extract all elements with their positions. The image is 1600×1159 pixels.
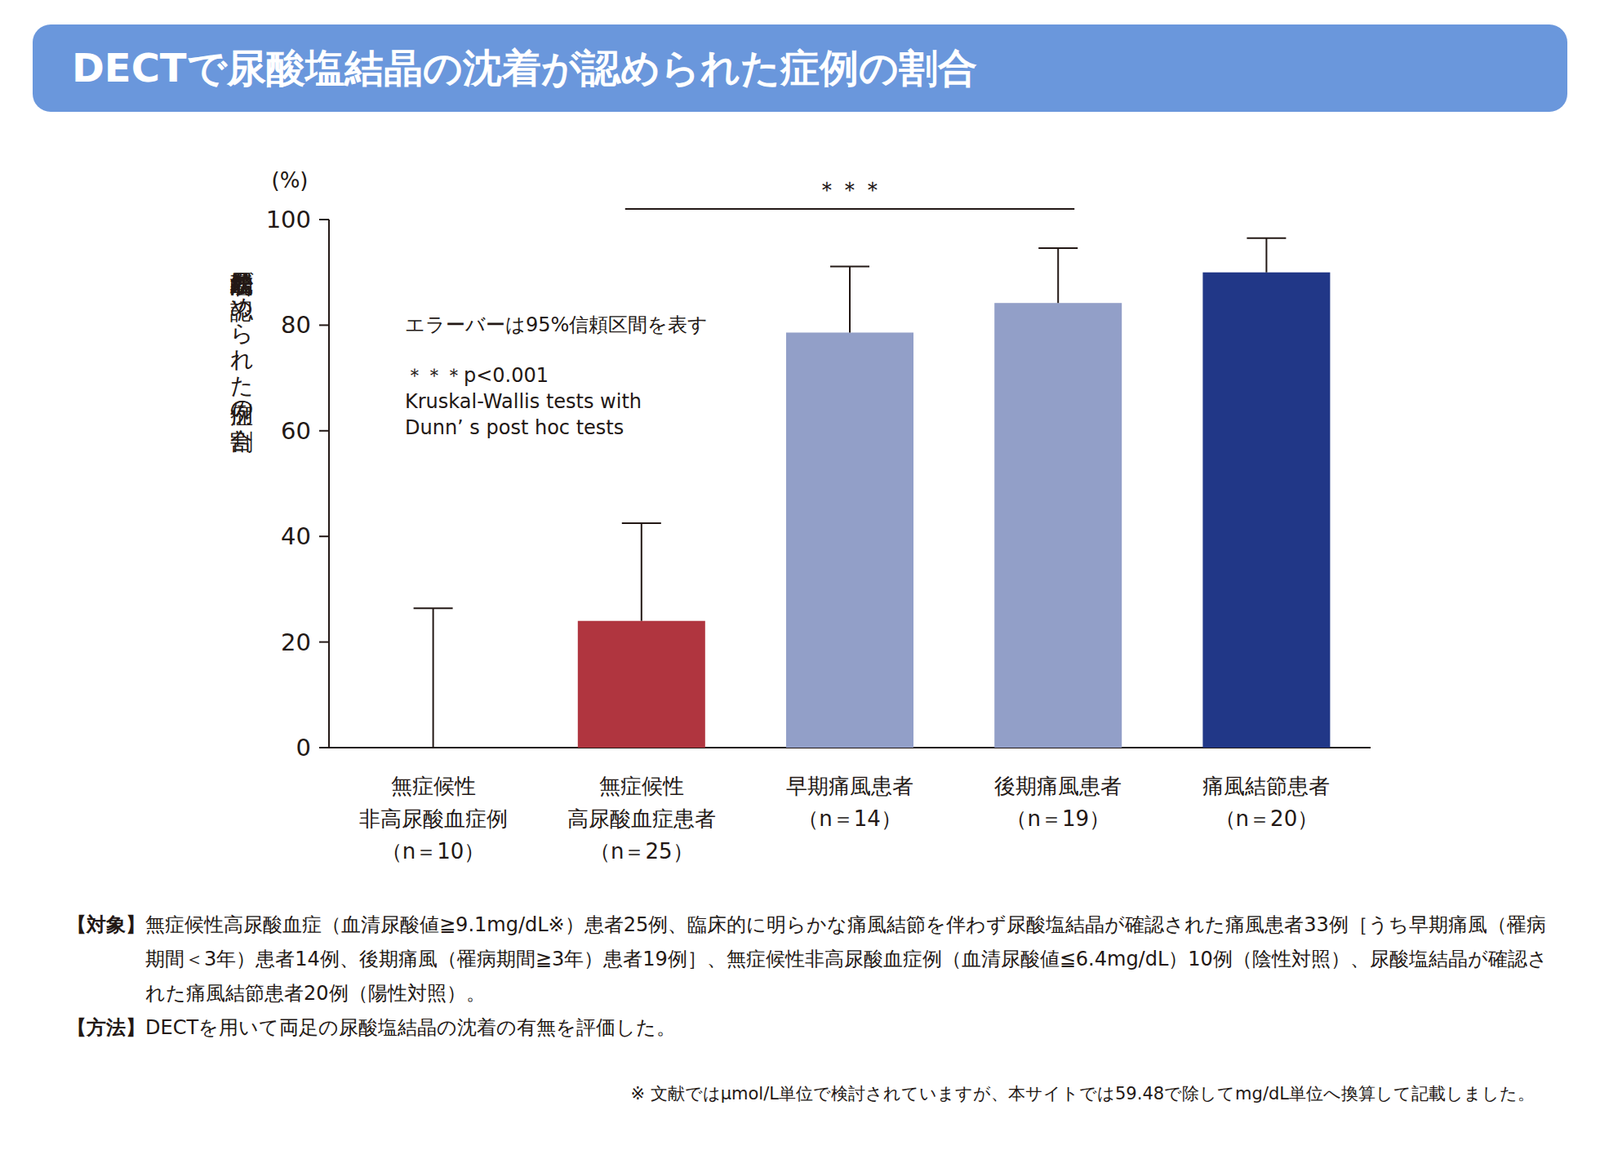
note: 【対象】無症候性高尿酸血症（血清尿酸値≧9.1mg/dL※）患者25例、臨床的に… xyxy=(66,907,1553,1011)
x-tick-label-line: （n＝25） xyxy=(589,839,694,864)
y-tick xyxy=(319,641,329,644)
error-cap xyxy=(1246,237,1286,240)
x-tick-label-line: 無症候性 xyxy=(391,773,476,799)
annotation: Kruskal-Wallis tests with xyxy=(404,390,642,414)
error-cap xyxy=(830,266,870,268)
x-tick-label: 無症候性非高尿酸血症例 （n＝10） xyxy=(359,773,508,864)
footer: 【対象】無症候性高尿酸血症（血清尿酸値≧9.1mg/dL※）患者25例、臨床的に… xyxy=(66,907,1553,1045)
y-tick-label: 60 xyxy=(280,417,312,445)
x-tick-label-line: 後期痛風患者 xyxy=(994,773,1122,799)
bar xyxy=(1202,272,1330,748)
title-bar xyxy=(32,24,1568,112)
x-tick-label-line: 非高尿酸血症例 xyxy=(359,806,508,832)
x-tick-label-line: （n＝10） xyxy=(381,839,486,864)
x-tick-label-line: 痛風結節患者 xyxy=(1202,773,1330,799)
annotation: Dunn’ s post hoc tests xyxy=(404,416,624,440)
error-cap xyxy=(622,522,662,525)
error-cap xyxy=(413,607,454,609)
error-bar xyxy=(848,266,851,334)
error-bar xyxy=(432,608,435,748)
x-tick-label: 痛風結節患者 （n＝20） xyxy=(1202,773,1330,832)
bar xyxy=(786,332,914,748)
y-tick xyxy=(319,746,329,749)
error-bar xyxy=(640,523,643,622)
error-bar xyxy=(1265,238,1267,273)
y-tick-label: 80 xyxy=(280,311,312,339)
y-tick-label: 40 xyxy=(280,522,312,551)
y-unit: (%) xyxy=(271,168,309,193)
bar xyxy=(577,621,706,748)
y-tick xyxy=(319,324,329,326)
x-tick-label-line: （n＝20） xyxy=(1214,806,1320,832)
x-tick-label-line: 高尿酸血症患者 xyxy=(567,806,716,832)
bar xyxy=(994,302,1122,748)
y-tick-label: 100 xyxy=(266,205,312,234)
y-tick-label: 0 xyxy=(296,733,312,762)
note-text: 無症候性高尿酸血症（血清尿酸値≧9.1mg/dL※）患者25例、臨床的に明らかな… xyxy=(145,907,1553,1011)
y-axis xyxy=(328,219,330,748)
error-cap xyxy=(1038,247,1078,249)
note-label: 【対象】 xyxy=(66,907,146,1011)
note-label: 【方法】 xyxy=(66,1010,146,1045)
note-text: DECTを用いて両足の尿酸塩結晶の沈着の有無を評価した。 xyxy=(145,1010,1553,1045)
y-tick xyxy=(319,430,329,432)
annotation: ＊＊＊p<0.001 xyxy=(404,364,549,387)
x-tick-label-line: （n＝14） xyxy=(797,806,903,832)
y-tick xyxy=(319,218,329,221)
y-tick xyxy=(319,535,329,538)
significance-line xyxy=(625,208,1075,210)
annotation: エラーバーは95%信頼区間を表す xyxy=(404,313,708,337)
title: DECTで尿酸塩結晶の沈着が認められた症例の割合 xyxy=(71,44,978,91)
error-bar xyxy=(1057,248,1059,303)
x-tick-label: 後期痛風患者 （n＝19） xyxy=(994,773,1122,832)
x-tick-label: 無症候性高尿酸血症患者 （n＝25） xyxy=(567,773,716,864)
x-tick-label-line: （n＝19） xyxy=(1005,806,1111,832)
footnote: ※ 文献ではμmol/L単位で検討されていますが、本サイトでは59.48で除して… xyxy=(630,1082,1535,1106)
significance-label: ＊＊＊ xyxy=(815,176,885,204)
y-tick-label: 20 xyxy=(280,628,312,657)
note: 【方法】DECTを用いて両足の尿酸塩結晶の沈着の有無を評価した。 xyxy=(66,1010,1553,1045)
x-tick-label: 早期痛風患者 （n＝14） xyxy=(786,773,914,832)
x-tick-label-line: 無症候性 xyxy=(599,773,685,799)
x-tick-label-line: 早期痛風患者 xyxy=(786,773,914,799)
y-axis-label: 尿酸塩結晶沈着が認められた症例の割合 xyxy=(228,254,256,454)
